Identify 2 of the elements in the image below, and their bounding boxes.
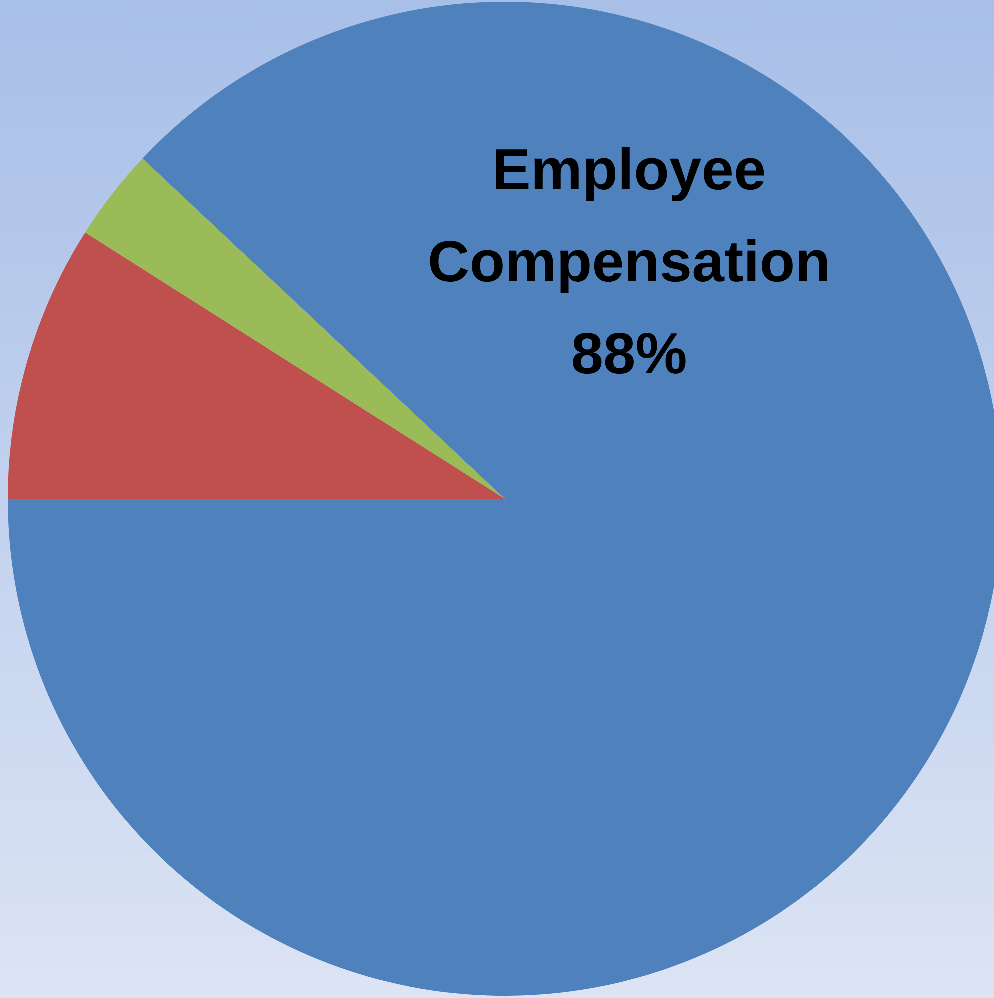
- slice-label: Employee Compensation: [428, 137, 831, 294]
- data-label: 88%: [571, 321, 688, 386]
